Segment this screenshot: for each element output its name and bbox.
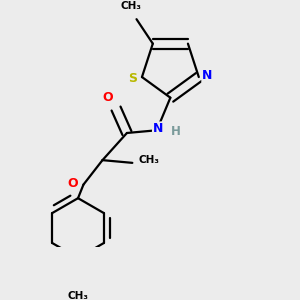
Text: S: S bbox=[128, 72, 137, 85]
Text: O: O bbox=[67, 177, 78, 190]
Text: N: N bbox=[202, 69, 213, 82]
Text: CH₃: CH₃ bbox=[138, 155, 159, 165]
Text: N: N bbox=[153, 122, 163, 135]
Text: O: O bbox=[103, 91, 113, 104]
Text: CH₃: CH₃ bbox=[68, 291, 88, 300]
Text: H: H bbox=[171, 125, 181, 138]
Text: CH₃: CH₃ bbox=[121, 1, 142, 10]
